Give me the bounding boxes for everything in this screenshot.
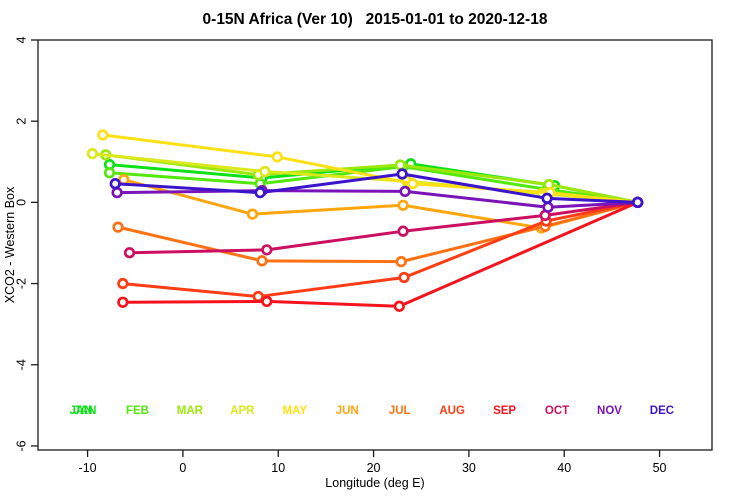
y-tick-label: -4 — [14, 359, 28, 370]
data-point-aug — [117, 277, 129, 290]
data-point-dec — [396, 168, 408, 180]
legend-month-aug: AUG — [439, 405, 465, 417]
legend-month-nov: NOV — [597, 405, 622, 417]
x-tick-label: 30 — [462, 461, 476, 475]
legend-month-jun: JUN — [336, 405, 359, 417]
data-point-jul — [395, 255, 407, 268]
x-tick-label: 50 — [653, 461, 667, 475]
data-point-sep — [393, 300, 405, 312]
data-point-oct — [397, 225, 409, 237]
data-point-mar — [394, 159, 406, 171]
y-tick-label: 0 — [14, 199, 28, 206]
y-axis-label: XCO2 - Western Box — [3, 186, 17, 303]
data-point-jun — [246, 208, 259, 220]
data-point-jul — [256, 255, 268, 267]
legend-month-jan-ghost: JAN — [69, 405, 92, 417]
data-point-jun — [397, 199, 409, 211]
data-point-may — [271, 151, 283, 163]
data-point-dec — [254, 186, 266, 199]
plot-box — [37, 39, 713, 451]
data-point-nov — [111, 186, 123, 199]
data-point-nov — [542, 201, 554, 213]
legend-month-dec: DEC — [650, 405, 674, 417]
legend-month-may: MAY — [283, 405, 308, 417]
data-point-sep — [117, 296, 129, 308]
series-line-aug — [121, 200, 640, 299]
data-point-apr — [259, 165, 271, 178]
x-tick-label: 20 — [367, 461, 381, 475]
legend-month-oct: OCT — [545, 405, 569, 417]
data-point-aug — [252, 290, 264, 303]
data-point-dec — [541, 192, 553, 204]
data-point-dec — [631, 196, 644, 209]
legend-month-apr: APR — [230, 405, 255, 417]
y-tick-label: 4 — [14, 36, 28, 43]
data-point-dec — [109, 178, 121, 190]
legend-month-jan: JAN — [73, 405, 96, 417]
legend-month-mar: MAR — [177, 405, 204, 417]
series-line-sep — [121, 200, 640, 308]
data-point-may — [407, 178, 419, 190]
chart-title: 0-15N Africa (Ver 10) 2015-01-01 to 2020… — [203, 11, 548, 28]
legend-month-feb: FEB — [126, 405, 149, 417]
data-point-jul — [112, 221, 124, 233]
data-point-may — [97, 129, 109, 141]
legend-month-jul: JUL — [389, 405, 411, 417]
x-tick-label: -10 — [79, 461, 97, 475]
data-point-oct — [261, 244, 273, 256]
legend-month-sep: SEP — [493, 405, 516, 417]
data-point-apr — [86, 148, 98, 160]
data-point-sep — [261, 295, 273, 308]
series-line-oct — [128, 200, 640, 255]
data-point-nov — [399, 185, 411, 198]
x-tick-label: 40 — [557, 461, 571, 475]
x-tick-label: 0 — [179, 461, 186, 475]
data-point-feb — [103, 167, 116, 179]
y-tick-label: -6 — [14, 440, 28, 451]
x-tick-label: 10 — [271, 461, 285, 475]
y-tick-label: -2 — [14, 278, 28, 289]
y-tick-label: 2 — [14, 118, 28, 125]
data-point-aug — [398, 271, 410, 284]
data-point-oct — [123, 247, 136, 259]
x-axis-label: Longitude (deg E) — [325, 476, 424, 490]
